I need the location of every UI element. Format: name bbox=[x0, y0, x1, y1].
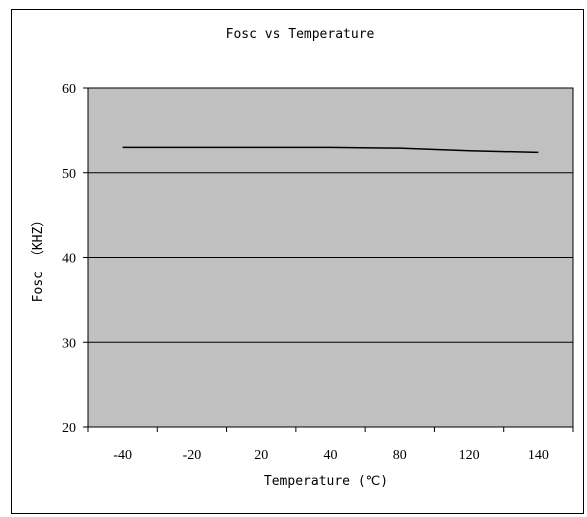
series-layer bbox=[122, 146, 539, 154]
y-tick-label: 60 bbox=[62, 82, 76, 97]
x-tick-label: 120 bbox=[459, 448, 480, 463]
y-tick-label: 20 bbox=[62, 421, 76, 436]
gridlines bbox=[88, 172, 573, 343]
y-axis-label: Fosc （KHZ） bbox=[31, 214, 46, 303]
y-tick-label: 40 bbox=[62, 252, 76, 267]
x-axis-label: Temperature (℃) bbox=[264, 474, 388, 489]
y-axis-ticks: 20 30 40 50 60 bbox=[62, 82, 88, 436]
chart-title: Fosc vs Temperature bbox=[226, 27, 375, 42]
x-tick-label: 20 bbox=[254, 448, 268, 463]
x-tick-label: 140 bbox=[528, 448, 549, 463]
series-line-0 bbox=[122, 146, 539, 154]
y-tick-label: 30 bbox=[62, 336, 76, 351]
y-tick-label: 50 bbox=[62, 167, 76, 182]
x-axis-ticks: -40 -20 20 40 80 120 140 bbox=[87, 427, 574, 463]
x-tick-label: 80 bbox=[393, 448, 407, 463]
x-tick-label: -20 bbox=[183, 448, 202, 463]
x-tick-label: -40 bbox=[113, 448, 132, 463]
x-tick-label: 40 bbox=[324, 448, 338, 463]
